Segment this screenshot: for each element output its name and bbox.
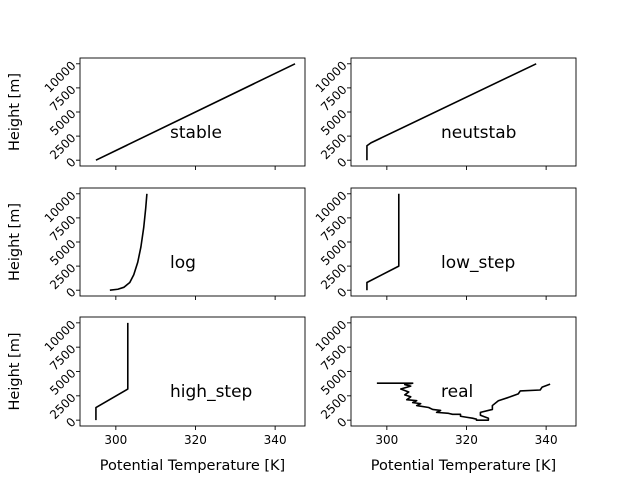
x-tick-label: 300 (104, 433, 127, 447)
x-tick-label: 320 (455, 433, 478, 447)
x-axis-label: Potential Temperature [K] (371, 458, 556, 474)
axes-frame-stable (79, 57, 306, 167)
y-tick-label: 0 (334, 155, 349, 170)
y-tick-label: 2500 (318, 261, 349, 292)
series-line-neutstab (366, 63, 537, 161)
axes-frame-real (350, 316, 577, 427)
panel-label: high_step (170, 382, 252, 402)
x-tick-label: 340 (264, 433, 287, 447)
axes-frame-log (79, 187, 306, 297)
series-line-high_step (95, 322, 129, 421)
panel-label: low_step (441, 253, 515, 273)
y-tick-label: 0 (63, 155, 78, 170)
series-line-real (376, 382, 551, 421)
y-tick-label: 5000 (318, 107, 349, 138)
y-tick-label: 0 (63, 415, 78, 430)
y-tick-label: 5000 (318, 366, 349, 397)
x-tick-label: 320 (184, 433, 207, 447)
axes-frame-low_step (350, 187, 577, 297)
y-tick-label: 0 (334, 415, 349, 430)
x-tick-label: 300 (375, 433, 398, 447)
panel-label: stable (170, 123, 222, 143)
y-tick-label: 2500 (47, 131, 78, 162)
panel-label: log (170, 253, 196, 273)
y-tick-label: 2500 (318, 131, 349, 162)
y-tick-label: 0 (334, 285, 349, 300)
x-tick-label: 340 (535, 433, 558, 447)
panel-label: real (441, 382, 473, 402)
axes-frame-neutstab (350, 57, 577, 167)
series-line-low_step (366, 193, 400, 291)
x-axis-label: Potential Temperature [K] (100, 458, 285, 474)
y-tick-label: 2500 (318, 391, 349, 422)
y-tick-label: 2500 (47, 391, 78, 422)
series-line-stable (95, 63, 296, 161)
y-tick-label: 2500 (47, 261, 78, 292)
y-tick-label: 5000 (47, 366, 78, 397)
y-tick-label: 0 (63, 285, 78, 300)
axes-frame-high_step (79, 316, 306, 427)
y-axis-label: Height [m] (7, 203, 23, 281)
series-line-log (109, 193, 148, 292)
panel-label: neutstab (441, 123, 516, 143)
y-axis-label: Height [m] (7, 73, 23, 151)
y-axis-label: Height [m] (7, 333, 23, 411)
y-tick-label: 5000 (318, 237, 349, 268)
y-tick-label: 5000 (47, 237, 78, 268)
y-tick-label: 5000 (47, 107, 78, 138)
